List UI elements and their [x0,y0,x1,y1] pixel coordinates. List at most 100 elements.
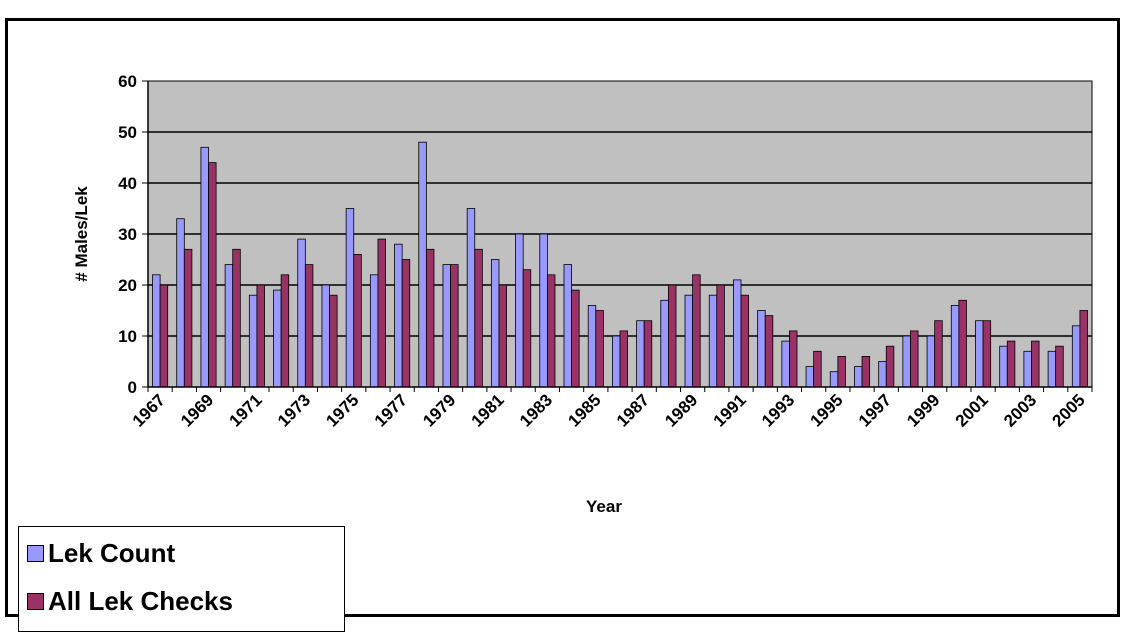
bar-lek-count-2004 [1047,350,1057,388]
legend-swatch-all-lek-checks [27,592,44,610]
x-tick-labels: 1967 1969 1971 1973 1975 1977 1979 1981 1983 1985… [129,390,1089,430]
x-tick-label: 1969 [177,390,217,430]
legend-label-all-lek-checks: All Lek Checks [48,585,233,616]
x-tick-label: 1993 [758,390,798,430]
x-tick-label: 1977 [371,390,411,430]
bar-all-lek-checks-1967 [159,284,169,388]
bar-lek-count-2005 [1071,325,1081,388]
x-tick-label: 1975 [322,390,362,430]
bar-chart: 0 10 20 30 40 50 60 1967 1969 1971 1973 1975 1977 19… [72,72,1093,516]
bar-lek-count-1998 [902,335,911,388]
bar-all-lek-checks-1992 [764,315,774,388]
bar-all-lek-checks-1999 [934,320,943,388]
bar-all-lek-checks-1996 [861,355,871,388]
legend: Lek Count All Lek Checks [18,526,345,632]
x-tick-label: 1979 [419,390,459,430]
bar-all-lek-checks-1993 [789,330,798,388]
bar-all-lek-checks-1998 [910,330,919,388]
bar-all-lek-checks-1969 [208,162,217,388]
bar-all-lek-checks-2003 [1031,340,1040,388]
bar-lek-count-1983 [539,233,548,388]
bar-all-lek-checks-2001 [982,320,992,388]
bar-lek-count-1980 [466,208,476,388]
bar-lek-count-1993 [781,340,790,388]
x-tick-label: 2005 [1049,390,1089,430]
bar-lek-count-1995 [829,371,839,388]
x-tick-label: 1983 [516,390,556,430]
x-axis-title: Year [586,497,622,516]
bar-lek-count-1975 [345,208,355,388]
bar-all-lek-checks-1983 [546,274,556,388]
bar-all-lek-checks-1989 [692,274,701,388]
x-tick-label: 2001 [952,390,992,430]
bar-all-lek-checks-1973 [304,264,314,388]
x-tick-label: 1997 [855,390,895,430]
legend-item-all-lek-checks: All Lek Checks [27,581,233,621]
bar-lek-count-1976 [369,274,379,388]
bar-all-lek-checks-2005 [1079,310,1088,388]
x-tick-label: 1987 [613,390,653,430]
bar-lek-count-1996 [854,366,863,388]
x-tick-label: 1991 [710,390,750,430]
bar-lek-count-1971 [248,294,258,388]
legend-label-lek-count: Lek Count [48,537,176,568]
bar-lek-count-1988 [660,299,669,388]
y-axis-title: # Males/Lek [72,186,91,282]
bar-lek-count-1984 [563,264,572,388]
y-tick-label: 0 [128,378,137,397]
bar-lek-count-1991 [733,279,742,388]
legend-swatch-lek-count [27,544,44,562]
bar-all-lek-checks-1995 [837,355,846,388]
bar-lek-count-1985 [587,304,597,388]
legend-item-lek-count: Lek Count [27,533,175,573]
bar-all-lek-checks-1971 [256,284,265,388]
bar-all-lek-checks-1987 [643,320,653,388]
bar-lek-count-1999 [926,335,936,388]
y-tick-label: 40 [118,174,137,193]
bar-all-lek-checks-1979 [450,264,459,388]
bar-all-lek-checks-1990 [716,284,725,388]
x-tick-label: 1989 [661,390,701,430]
bar-all-lek-checks-1982 [522,269,532,388]
bar-lek-count-1972 [273,289,282,388]
x-tick-label: 1985 [564,390,604,430]
bar-lek-count-1987 [636,320,645,388]
bar-lek-count-1994 [805,366,815,388]
bar-all-lek-checks-1997 [885,345,895,388]
bar-all-lek-checks-1981 [498,284,507,388]
bar-lek-count-1977 [394,243,403,388]
bar-all-lek-checks-2002 [1006,340,1016,388]
x-tick-label: 2003 [1000,390,1040,430]
bar-lek-count-2000 [950,304,960,388]
bar-lek-count-1982 [515,233,524,388]
x-tick-label: 1971 [226,390,266,430]
bar-all-lek-checks-1968 [183,248,193,388]
y-tick-label: 50 [118,123,137,142]
bar-all-lek-checks-1975 [353,253,362,388]
y-tick-label: 30 [118,225,137,244]
chart-frame: 0 10 20 30 40 50 60 1967 1969 1971 1973 1975 1977 19… [5,18,1120,632]
bar-all-lek-checks-1976 [377,238,386,388]
bar-lek-count-1989 [684,294,694,388]
bar-all-lek-checks-1970 [232,248,241,388]
bar-lek-count-1997 [878,361,887,388]
bar-lek-count-2003 [1023,350,1032,388]
bar-all-lek-checks-1974 [329,294,338,388]
bar-all-lek-checks-1985 [595,310,604,388]
bars [152,141,1088,388]
x-tick-label: 1973 [274,390,314,430]
bar-all-lek-checks-1980 [474,248,483,388]
bar-lek-count-1968 [176,218,185,388]
bar-all-lek-checks-2000 [958,299,967,388]
bar-all-lek-checks-1986 [619,330,628,388]
bar-all-lek-checks-1978 [425,248,435,388]
bar-lek-count-2002 [999,345,1008,388]
bar-lek-count-1973 [297,238,306,388]
bar-all-lek-checks-1994 [813,350,822,388]
bar-lek-count-1992 [757,310,766,388]
bar-lek-count-1986 [612,335,621,388]
bar-lek-count-1990 [708,294,718,388]
bar-lek-count-1974 [321,284,330,388]
bar-all-lek-checks-1991 [740,294,750,388]
bar-lek-count-2001 [975,320,984,388]
